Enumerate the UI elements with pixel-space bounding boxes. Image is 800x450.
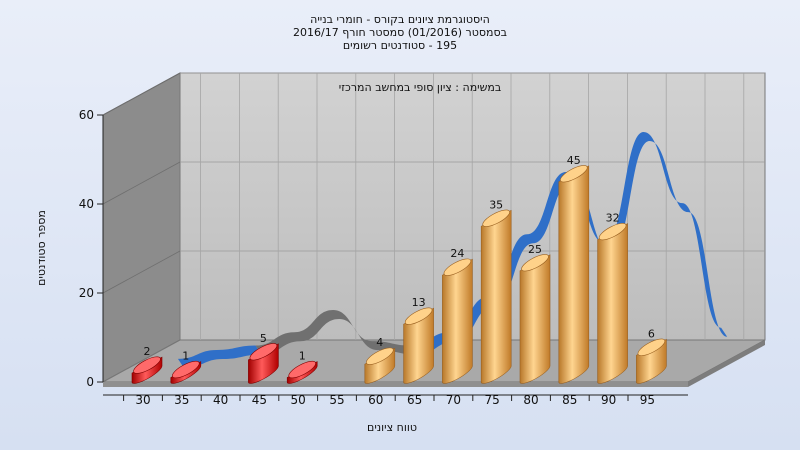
chart-side-wall — [102, 72, 181, 383]
x-axis-title: טווח ציונים — [367, 421, 417, 434]
x-tick-label-75: 75 — [485, 393, 500, 407]
x-tick-label-45: 45 — [252, 393, 267, 407]
data-label-65: 13 — [412, 296, 426, 309]
bar-50 — [286, 360, 318, 384]
bar-65 — [403, 307, 434, 384]
bar-85 — [558, 165, 590, 384]
data-label-50: 1 — [299, 350, 306, 363]
data-label-70: 24 — [450, 247, 464, 260]
gridlines — [102, 72, 765, 340]
data-label-75: 35 — [489, 198, 503, 211]
chart-floor-right-edge — [688, 340, 765, 387]
x-tick-label-30: 30 — [135, 393, 150, 407]
y-tick-label-40: 40 — [79, 197, 94, 211]
data-label-90: 32 — [606, 212, 620, 225]
bar-60 — [364, 347, 396, 384]
curve-segment-failing — [255, 309, 417, 355]
grid-line-side-20 — [102, 250, 181, 294]
x-tick-label-95: 95 — [640, 393, 655, 407]
bar-30 — [131, 356, 163, 384]
data-label-45: 5 — [260, 332, 267, 345]
x-tick-label-70: 70 — [446, 393, 461, 407]
bar-75 — [480, 209, 512, 384]
x-tick-label-35: 35 — [174, 393, 189, 407]
data-label-80: 25 — [528, 243, 542, 256]
bar-90 — [597, 222, 628, 384]
data-label-60: 4 — [376, 336, 383, 349]
chart-title: היסטוגרמת ציונים בקורס - חומרי בנייה — [310, 13, 490, 26]
x-tick-label-50: 50 — [291, 393, 306, 407]
data-label-35: 1 — [182, 350, 189, 363]
bar-95 — [636, 338, 667, 384]
grid-line-side-40 — [102, 161, 181, 205]
data-label-95: 6 — [648, 327, 655, 340]
y-tick-label-0: 0 — [86, 375, 94, 389]
bars — [131, 165, 667, 384]
bar-70 — [442, 258, 473, 384]
bar-80 — [519, 254, 551, 384]
x-tick-label-80: 80 — [523, 393, 538, 407]
y-tick-label-60: 60 — [79, 108, 94, 122]
data-labels: 2 1 5 1 4 13 24 35 25 45 32 6 — [144, 154, 655, 363]
bar-35 — [170, 360, 202, 384]
grid-line-side-60 — [102, 72, 181, 116]
x-tick-label-65: 65 — [407, 393, 422, 407]
y-axis-title: מספר סטודנטים — [35, 210, 48, 286]
chart-subtitle-semester: בסמסטר (01/2016) סמסטר חורף 2016/17 — [293, 26, 507, 39]
data-label-85: 45 — [567, 154, 581, 167]
bar-45 — [248, 343, 279, 384]
data-label-30: 2 — [144, 345, 151, 358]
x-tick-label-55: 55 — [329, 393, 344, 407]
x-tick-label-60: 60 — [368, 393, 383, 407]
chart-subtitle-registered: 195 - סטודנטים רשומים — [342, 39, 458, 52]
y-tick-label-20: 20 — [79, 286, 94, 300]
x-tick-label-90: 90 — [601, 393, 616, 407]
x-tick-label-85: 85 — [562, 393, 577, 407]
x-tick-label-40: 40 — [213, 393, 228, 407]
chart-annotation: במשימה : ציון סופי במחשב המרכזי — [339, 81, 502, 94]
